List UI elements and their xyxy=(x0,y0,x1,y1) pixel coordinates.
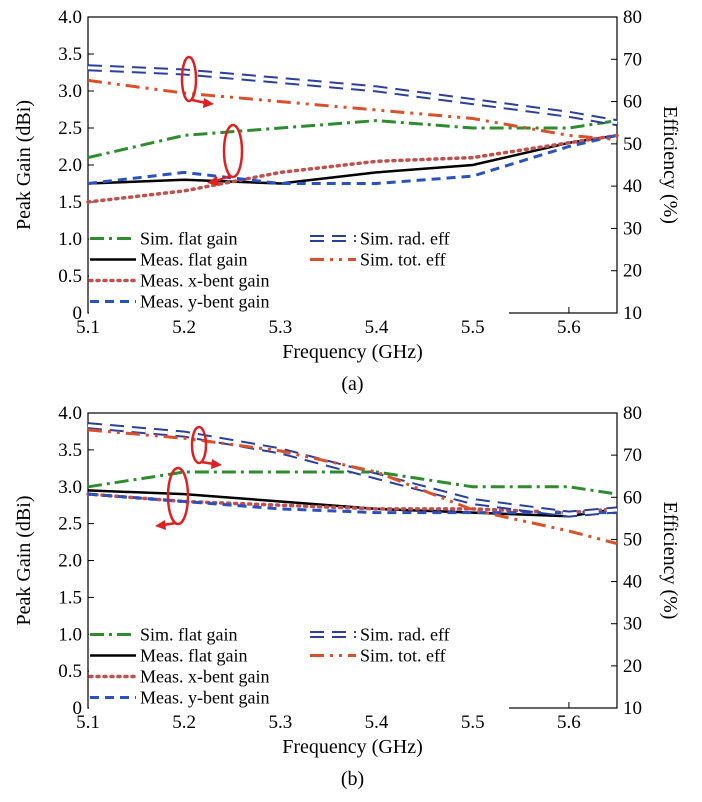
right-axis-arrow-head xyxy=(203,98,214,108)
legend-label: Sim. tot. eff xyxy=(360,646,446,666)
y-axis-label: Peak Gain (dBi) xyxy=(13,496,35,626)
y2-tick-label: 30 xyxy=(623,614,642,635)
panel-caption: (a) xyxy=(341,373,363,395)
chart-panel-b: 5.1 5.2 5.3 5.4 5.5 5.6 0 0.5 1.0 1.5 2.0 2.5 3.0 3.5… xyxy=(13,403,681,790)
y2-tick-label: 10 xyxy=(623,698,642,719)
legend-label: Sim. rad. eff xyxy=(360,625,450,645)
legend-box xyxy=(89,226,509,314)
chart-panel-a: 5.1 5.2 5.3 5.4 5.5 5.6 0 0.5 1.0 1.5 2.0 2.5 3.0 3.5… xyxy=(13,7,681,395)
left-axis-arrow-shaft xyxy=(215,174,231,183)
y-tick-label: 3.0 xyxy=(58,81,82,102)
y2-tick-label: 60 xyxy=(623,92,642,113)
legend-label: Sim. flat gain xyxy=(140,625,238,645)
legend-label: Sim. rad. eff xyxy=(360,229,450,249)
y2-axis-label: Efficiency (%) xyxy=(659,502,681,620)
legend-label: Meas. y-bent gain xyxy=(140,292,269,312)
y2-tick-label: 50 xyxy=(623,134,642,155)
series-line-meas-x-bent-gain xyxy=(86,133,619,204)
y-tick-label: 0 xyxy=(73,303,83,324)
y-tick-label: 2.0 xyxy=(58,551,82,572)
y-tick-label: 2.0 xyxy=(58,155,82,176)
y2-tick-label: 10 xyxy=(623,303,642,324)
y-tick-label: 0.5 xyxy=(58,266,82,287)
x-tick-label: 5.4 xyxy=(365,712,389,733)
legend-label: Meas. flat gain xyxy=(140,646,247,666)
y-tick-label: 3.5 xyxy=(58,44,82,65)
y-tick-label: 4.0 xyxy=(58,7,82,28)
y-axis-label: Peak Gain (dBi) xyxy=(13,100,35,230)
legend-label: Meas. y-bent gain xyxy=(140,688,269,708)
y-tick-label: 3.5 xyxy=(58,440,82,461)
y-tick-label: 0.5 xyxy=(58,661,82,682)
y-tick-label: 1.0 xyxy=(58,624,82,645)
y-tick-label: 2.5 xyxy=(58,118,82,139)
y2-tick-label: 70 xyxy=(623,49,642,70)
y2-tick-label: 40 xyxy=(623,572,642,593)
y2-tick-label: 30 xyxy=(623,218,642,239)
legend-label: Meas. flat gain xyxy=(140,250,247,270)
legend-label: Meas. x-bent gain xyxy=(140,271,269,291)
series-line-sim-rad-eff-inner xyxy=(87,424,618,516)
x-tick-label: 5.5 xyxy=(461,712,485,733)
y2-tick-label: 60 xyxy=(623,487,642,508)
x-axis-label: Frequency (GHz) xyxy=(282,736,423,758)
right-axis-indicator-ellipse xyxy=(190,425,208,465)
left-axis-indicator-ellipse xyxy=(166,466,190,526)
y2-tick-label: 70 xyxy=(623,445,642,466)
x-axis-label: Frequency (GHz) xyxy=(282,341,423,363)
legend-label: Meas. x-bent gain xyxy=(140,667,269,687)
y2-tick-label: 80 xyxy=(623,403,642,424)
y-tick-label: 1.5 xyxy=(58,192,82,213)
right-axis-indicator-ellipse xyxy=(180,55,198,103)
x-tick-label: 5.3 xyxy=(268,712,292,733)
y-tick-label: 4.0 xyxy=(58,403,82,424)
legend-label: Sim. tot. eff xyxy=(360,250,446,270)
panel-caption: (b) xyxy=(341,768,364,790)
x-tick-label: 5.4 xyxy=(365,317,389,338)
x-tick-label: 5.1 xyxy=(76,712,100,733)
x-tick-label: 5.6 xyxy=(557,712,581,733)
y-tick-label: 1.5 xyxy=(58,587,82,608)
series-line-sim-flat-gain xyxy=(87,470,618,496)
x-tick-label: 5.1 xyxy=(76,317,100,338)
y-tick-label: 3.0 xyxy=(58,477,82,498)
y2-tick-label: 80 xyxy=(623,7,642,28)
x-tick-label: 5.6 xyxy=(557,317,581,338)
legend-box xyxy=(89,622,509,710)
series-line-sim-tot-eff xyxy=(87,428,618,546)
y2-tick-label: 50 xyxy=(623,529,642,550)
series-line-meas-y-bent-gain xyxy=(87,133,618,185)
series-line-sim-rad-eff-inner xyxy=(87,66,618,125)
left-axis-arrow-head xyxy=(207,176,219,186)
y-tick-label: 0 xyxy=(73,698,83,719)
series-line-meas-flat-gain xyxy=(87,134,618,185)
y2-axis-label: Efficiency (%) xyxy=(659,106,681,224)
y2-tick-label: 40 xyxy=(623,176,642,197)
y2-tick-label: 20 xyxy=(623,261,642,282)
left-axis-indicator-ellipse xyxy=(222,123,244,179)
x-tick-label: 5.2 xyxy=(172,712,196,733)
legend-label: Sim. flat gain xyxy=(140,229,238,249)
y-tick-label: 1.0 xyxy=(58,229,82,250)
x-tick-label: 5.2 xyxy=(172,317,196,338)
y-tick-label: 2.5 xyxy=(58,514,82,535)
series-line-sim-rad-eff xyxy=(87,64,618,127)
x-tick-label: 5.5 xyxy=(461,317,485,338)
series-line-sim-flat-gain xyxy=(87,119,618,160)
right-axis-arrow-head xyxy=(211,459,222,469)
y2-tick-label: 20 xyxy=(623,656,642,677)
x-tick-label: 5.3 xyxy=(268,317,292,338)
left-axis-arrow-head xyxy=(155,520,166,530)
